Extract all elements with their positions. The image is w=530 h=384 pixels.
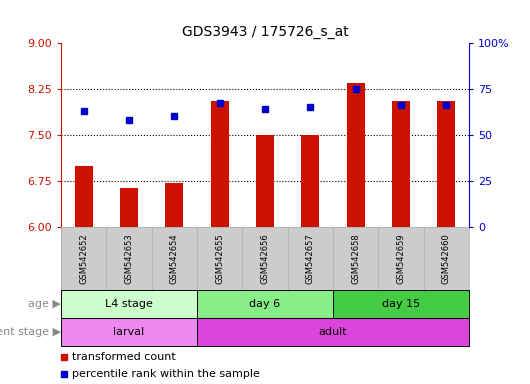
Text: L4 stage: L4 stage	[105, 299, 153, 309]
Text: GSM542659: GSM542659	[396, 233, 405, 284]
Text: transformed count: transformed count	[73, 352, 176, 362]
Bar	[301, 135, 320, 227]
Bar	[437, 101, 455, 227]
Bar	[347, 83, 365, 227]
Text: GSM542653: GSM542653	[125, 233, 134, 284]
Bar	[210, 101, 229, 227]
Text: day 6: day 6	[250, 299, 280, 309]
Bar	[392, 101, 410, 227]
Text: development stage ▶: development stage ▶	[0, 327, 61, 337]
Title: GDS3943 / 175726_s_at: GDS3943 / 175726_s_at	[182, 25, 348, 39]
Text: GSM542660: GSM542660	[442, 233, 451, 284]
Text: GSM542655: GSM542655	[215, 233, 224, 284]
Text: GSM542654: GSM542654	[170, 233, 179, 284]
Text: GSM542657: GSM542657	[306, 233, 315, 284]
Bar	[197, 318, 469, 346]
Text: GSM542652: GSM542652	[79, 233, 88, 284]
Text: adult: adult	[319, 327, 347, 337]
Bar	[120, 188, 138, 227]
Bar	[197, 290, 333, 318]
Text: larval: larval	[113, 327, 145, 337]
Bar	[256, 135, 274, 227]
Bar	[61, 290, 197, 318]
Bar	[333, 290, 469, 318]
Bar	[165, 183, 183, 227]
Text: age ▶: age ▶	[28, 299, 61, 309]
Text: GSM542658: GSM542658	[351, 233, 360, 284]
Text: day 15: day 15	[382, 299, 420, 309]
Text: percentile rank within the sample: percentile rank within the sample	[73, 369, 260, 379]
Text: GSM542656: GSM542656	[261, 233, 269, 284]
Bar	[75, 166, 93, 227]
Bar	[61, 318, 197, 346]
